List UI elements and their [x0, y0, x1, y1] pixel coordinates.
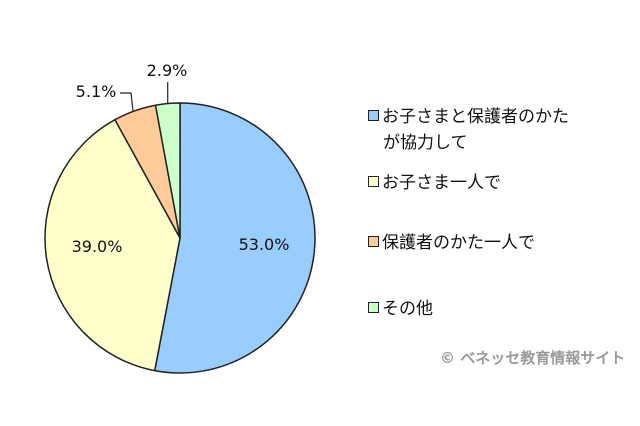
slice-label: 2.9% — [147, 61, 188, 80]
legend-swatch-icon — [368, 109, 379, 121]
pie-slice — [154, 102, 181, 239]
pie-slice — [44, 118, 181, 372]
legend-swatch-icon — [368, 301, 379, 313]
legend-swatch-icon — [368, 175, 379, 187]
legend-label-line2: が協力して — [383, 133, 468, 153]
copyright-text: © ベネッセ教育情報サイト — [440, 349, 626, 367]
leader-lines — [120, 82, 169, 111]
legend-item-together: お子さまと保護者のかた が協力して — [368, 104, 569, 156]
leader-line — [120, 92, 134, 111]
legend-item-other: その他 — [368, 296, 433, 322]
legend-item-parent-alone: 保護者のかた一人で — [368, 230, 535, 256]
legend-label: お子さまと保護者のかた — [382, 107, 569, 127]
data-labels: 53.0% 39.0% 5.1% 2.9% — [72, 61, 290, 256]
slice-label: 5.1% — [76, 82, 117, 101]
legend-item-child-alone: お子さま一人で — [368, 170, 501, 196]
legend-swatch-icon — [368, 235, 379, 247]
legend-label: その他 — [382, 299, 433, 319]
legend-label: 保護者のかた一人で — [382, 233, 535, 253]
slice-label: 53.0% — [239, 235, 290, 254]
legend-label: お子さま一人で — [382, 173, 501, 193]
pie-slice — [153, 102, 316, 374]
slice-label: 39.0% — [72, 237, 123, 256]
pie-slices — [44, 102, 316, 374]
